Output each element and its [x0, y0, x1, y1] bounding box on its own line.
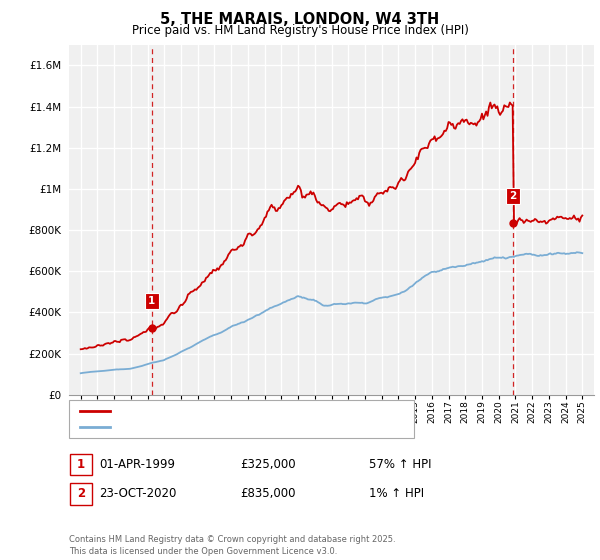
Text: 57% ↑ HPI: 57% ↑ HPI	[369, 458, 431, 472]
Text: HPI: Average price, detached house, Hounslow: HPI: Average price, detached house, Houn…	[117, 422, 361, 432]
Text: 2: 2	[77, 487, 85, 501]
Text: £325,000: £325,000	[240, 458, 296, 472]
Text: Contains HM Land Registry data © Crown copyright and database right 2025.
This d: Contains HM Land Registry data © Crown c…	[69, 535, 395, 556]
Text: 1% ↑ HPI: 1% ↑ HPI	[369, 487, 424, 501]
Text: £835,000: £835,000	[240, 487, 296, 501]
Text: 5, THE MARAIS, LONDON, W4 3TH (detached house): 5, THE MARAIS, LONDON, W4 3TH (detached …	[117, 405, 388, 416]
Text: 01-APR-1999: 01-APR-1999	[99, 458, 175, 472]
Text: 1: 1	[77, 458, 85, 472]
Text: 2: 2	[509, 191, 516, 201]
Text: 23-OCT-2020: 23-OCT-2020	[99, 487, 176, 501]
Text: Price paid vs. HM Land Registry's House Price Index (HPI): Price paid vs. HM Land Registry's House …	[131, 24, 469, 36]
Text: 5, THE MARAIS, LONDON, W4 3TH: 5, THE MARAIS, LONDON, W4 3TH	[160, 12, 440, 27]
Text: 1: 1	[148, 296, 155, 306]
